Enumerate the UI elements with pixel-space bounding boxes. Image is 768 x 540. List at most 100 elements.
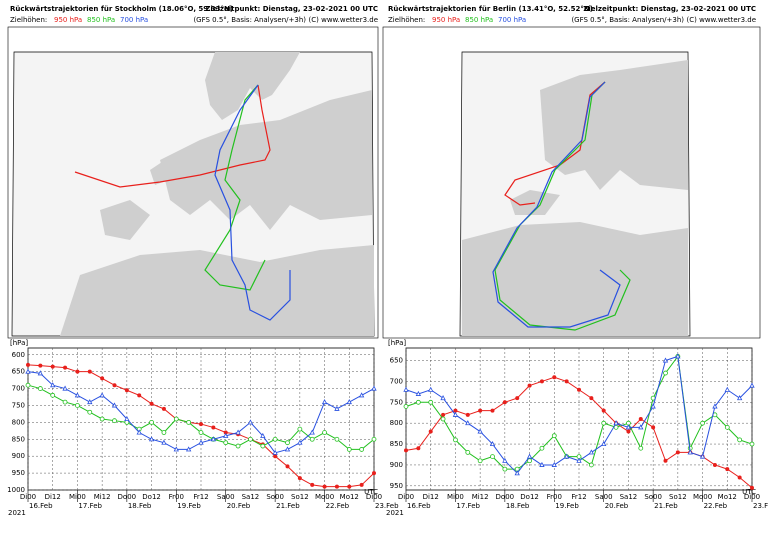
x-tick-label: So12 [669,493,687,501]
point [87,369,92,374]
point [322,430,327,435]
point [724,386,730,392]
point [539,445,545,451]
point [563,453,570,459]
land [540,60,688,190]
point [526,453,533,459]
point [371,436,377,442]
point [334,436,340,442]
point [235,443,241,449]
levels-label: Zielhöhen: [388,16,425,24]
x-unit: UTC [742,488,756,496]
legend-entry: 950 hPa [54,16,82,24]
point [539,379,544,384]
y-tick-label: 950 [390,482,403,490]
date-label: 19.Feb [177,502,201,510]
point [75,369,80,374]
point [62,399,68,405]
x-unit: UTC [364,488,378,496]
point [440,395,446,401]
date-label: 23.Feb [375,502,399,510]
point [124,415,130,421]
point [285,464,290,469]
x-tick-label: Mi12 [94,493,111,501]
x-tick-label: Mi12 [472,493,489,501]
point [514,470,520,476]
y-axis-label: [hPa] [388,339,406,347]
point [552,375,557,380]
point [465,420,471,426]
point [334,484,339,489]
point [502,457,508,463]
land [60,245,374,336]
x-tick-label: Do12 [142,493,161,501]
x-tick-label: Fr12 [193,493,208,501]
point [489,441,496,447]
point [297,426,303,432]
point [358,392,365,398]
point [750,485,754,490]
point [347,484,352,489]
point [186,419,192,425]
point [161,406,166,411]
point [638,417,643,421]
point [272,449,278,455]
point [403,386,409,392]
point [415,399,421,405]
map [382,26,761,339]
date-label: 16.Feb [407,502,431,510]
point [310,482,315,487]
point [613,420,619,426]
point [99,416,105,422]
point [663,458,668,463]
y-tick-label: 900 [12,452,25,460]
trajectory [204,84,266,291]
point [749,441,755,447]
point [260,432,266,438]
y-tick-label: 600 [12,351,25,359]
point [161,430,167,435]
point [63,365,68,370]
point [211,425,216,430]
point [37,386,43,391]
point [149,419,154,425]
point [87,399,93,405]
point [74,392,81,398]
land [160,90,372,230]
point [502,400,507,405]
x-tick-label: Sa12 [620,493,638,501]
y-tick-label: 850 [12,435,25,443]
point [25,382,31,388]
point [50,364,55,369]
point [539,461,545,467]
date-label: 18.Feb [128,502,152,510]
trajectory [494,81,631,331]
point [247,419,254,425]
point [416,446,421,451]
y-tick-label: 650 [390,357,403,365]
chart-title: Rückwärtstrajektorien für Stockholm (18.… [10,5,233,13]
target-time: Zielzeitpunkt: Dienstag, 23-02-2021 00 U… [205,5,378,13]
point [724,424,730,430]
point [465,412,470,417]
chart-title: Rückwärtstrajektorien für Berlin (13.41°… [388,5,593,13]
point [25,368,31,374]
point [198,430,204,435]
point [173,416,179,422]
point [173,446,179,452]
y-tick-label: 750 [12,401,25,409]
date-label: 21.Feb [276,502,300,510]
point [737,437,743,443]
point [601,408,606,413]
point [403,404,409,409]
legend-entry: 950 hPa [432,16,460,24]
point [428,399,434,405]
point [285,440,290,446]
point [515,396,520,401]
point [235,429,241,435]
point [625,424,632,430]
point [124,388,129,393]
point [712,403,718,409]
point [588,449,595,455]
land [462,222,688,336]
